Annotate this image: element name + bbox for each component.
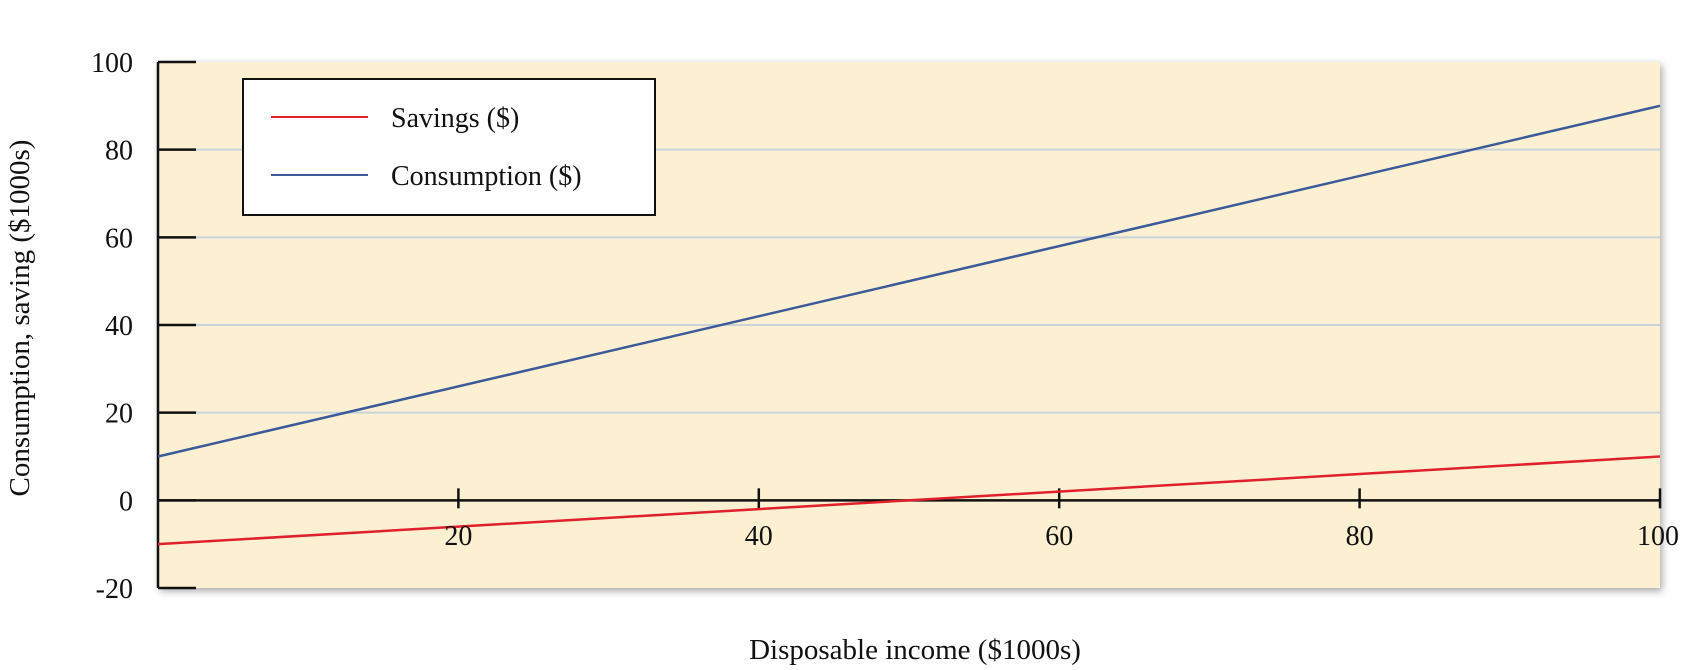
y-tick-label-0: 0 <box>119 486 133 517</box>
x-tick-label-100: 100 <box>1637 521 1679 552</box>
y-tick-label-20: 20 <box>105 399 133 430</box>
y-axis-title: Consumption, saving ($1000s) <box>4 140 36 497</box>
y-tick-label--20: -20 <box>96 574 133 605</box>
legend-label-savings: Savings ($) <box>391 103 519 134</box>
legend-box <box>242 78 656 216</box>
x-tick-label-20: 20 <box>444 521 472 552</box>
x-tick-label-80: 80 <box>1346 521 1374 552</box>
legend: Savings ($) Consumption ($) <box>242 78 656 216</box>
y-tick-label-80: 80 <box>105 136 133 167</box>
y-tick-label-40: 40 <box>105 311 133 342</box>
legend-label-consumption: Consumption ($) <box>391 161 582 192</box>
tick-labels: -20 0 20 40 60 80 100 20 40 60 80 100 <box>91 48 1679 605</box>
x-axis-title: Disposable income ($1000s) <box>749 634 1081 666</box>
y-tick-label-60: 60 <box>105 223 133 254</box>
y-tick-label-100: 100 <box>91 48 133 79</box>
x-tick-label-60: 60 <box>1045 521 1073 552</box>
series-lines <box>157 104 1661 546</box>
series-line-savings <box>157 455 1661 546</box>
series-line-consumption <box>157 104 1661 458</box>
x-tick-label-40: 40 <box>745 521 773 552</box>
